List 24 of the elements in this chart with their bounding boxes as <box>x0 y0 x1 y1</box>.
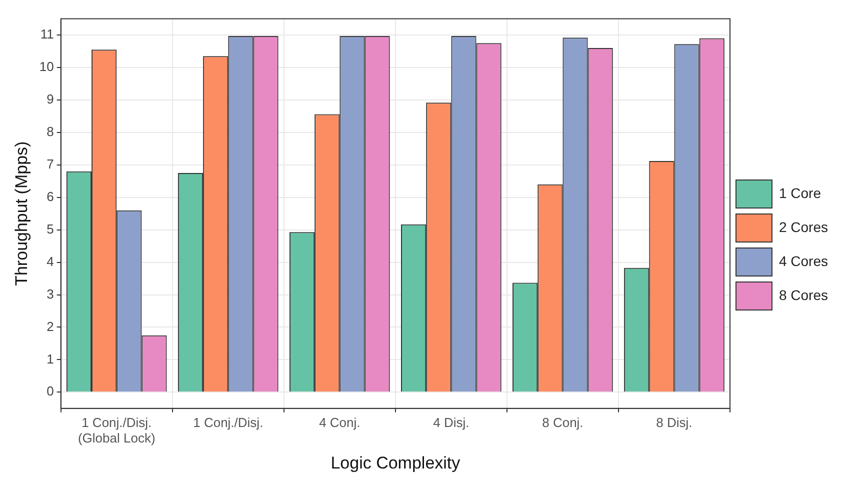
x-tick-label: 8 Conj. <box>542 414 584 430</box>
y-tick-label: 8 <box>46 124 54 140</box>
legend-label: 4 Cores <box>778 252 828 269</box>
y-tick-label: 4 <box>46 254 54 269</box>
y-tick-label: 7 <box>46 156 54 172</box>
y-tick-label: 11 <box>40 26 54 42</box>
y-tick-label: 9 <box>46 92 54 107</box>
y-tick-label: 5 <box>46 221 54 236</box>
x-axis-title: Logic Complexity <box>330 453 461 472</box>
y-tick-label: 10 <box>39 59 54 74</box>
legend-label: 2 Cores <box>778 218 828 235</box>
x-tick-label: 4 Conj. <box>319 414 360 430</box>
y-tick-label: 6 <box>46 188 54 204</box>
x-tick-label: 8 Disj. <box>656 414 692 430</box>
y-tick-label: 1 <box>46 351 54 366</box>
y-tick-label: 3 <box>46 286 54 302</box>
x-tick-label: 4 Disj. <box>433 414 470 430</box>
legend-label: 1 Core <box>778 184 822 201</box>
y-tick-label: 0 <box>46 384 54 399</box>
legend-label: 8 Cores <box>778 286 828 303</box>
y-tick-label: 2 <box>46 318 54 334</box>
x-tick-label: 1 Conj./Disj. <box>193 414 264 430</box>
x-tick-label: 1 Conj./Disj. (Global Lock) <box>78 414 156 446</box>
y-axis-title: Throughput (Mpps) <box>12 141 31 286</box>
